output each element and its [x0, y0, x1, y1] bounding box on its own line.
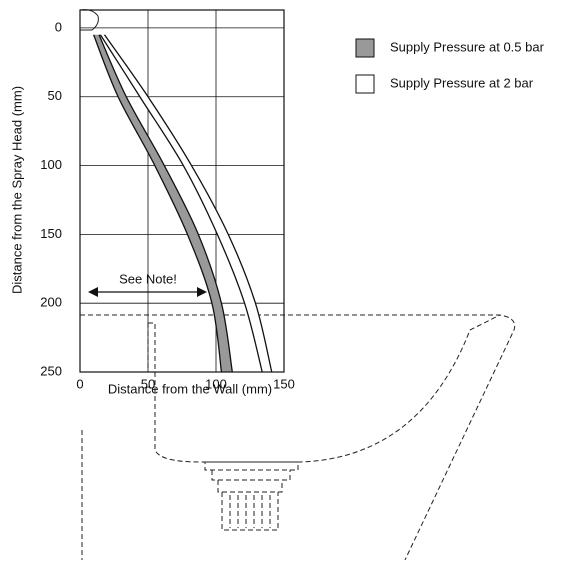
spray-band-fill: [93, 34, 233, 372]
y-tick-label: 200: [40, 295, 62, 310]
annotation-arrow: [88, 287, 207, 297]
x-axis-label: Distance from the Wall (mm): [108, 381, 272, 396]
y-tick-label: 250: [40, 363, 62, 378]
x-tick-label: 150: [273, 376, 295, 391]
x-tick-label: 50: [141, 376, 155, 391]
annotation: See Note!: [119, 271, 177, 286]
legend-label: Supply Pressure at 0.5 bar: [390, 39, 545, 54]
plot-frame: [79, 9, 285, 373]
sink-outline: [80, 314, 516, 561]
x-tick-label: 100: [205, 376, 227, 391]
y-axis-label: Distance from the Spray Head (mm): [9, 86, 24, 294]
spray-edge: [92, 34, 223, 373]
x-tick-label: 0: [76, 376, 83, 391]
y-tick-label: 100: [40, 157, 62, 172]
legend-swatch: [355, 74, 375, 94]
spray-head: [79, 9, 99, 31]
spray-edge: [99, 34, 263, 373]
y-tick-label: 50: [48, 88, 62, 103]
y-tick-label: 150: [40, 226, 62, 241]
legend-swatch: [355, 38, 375, 58]
spray-edge: [103, 34, 273, 373]
spray-edge: [98, 34, 233, 373]
spray-band-fill: [100, 34, 272, 372]
legend-label: Supply Pressure at 2 bar: [390, 75, 534, 90]
y-tick-label: 0: [55, 19, 62, 34]
